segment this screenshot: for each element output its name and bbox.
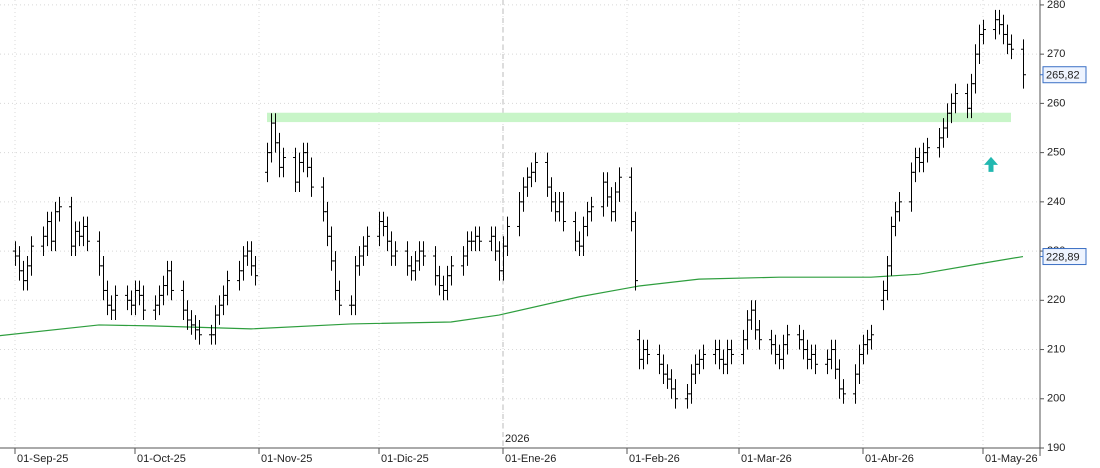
y-tick-label: 250 <box>1047 147 1065 159</box>
x-tick-label: 01-Sep-25 <box>17 453 68 465</box>
y-tick-label: 270 <box>1047 48 1065 60</box>
y-tick-label: 260 <box>1047 97 1065 109</box>
y-tick-label: 190 <box>1047 442 1065 454</box>
x-tick-label: 01-Nov-25 <box>261 453 312 465</box>
signal-arrow <box>984 156 998 172</box>
y-tick-label: 240 <box>1047 196 1065 208</box>
year-label: 2026 <box>505 433 529 445</box>
moving-average-line <box>0 255 1024 337</box>
x-tick-label: 01-Dic-25 <box>381 453 429 465</box>
y-tick-label: 200 <box>1047 393 1065 405</box>
resistance-zone <box>267 112 1011 123</box>
y-axis: 190200210220230240250260270280 <box>1040 0 1065 454</box>
ma-value-label-box <box>1042 248 1087 266</box>
plot-area <box>0 0 1026 448</box>
x-tick-label: 01-May-26 <box>985 453 1038 465</box>
y-tick-label: 210 <box>1047 343 1065 355</box>
y-tick-label: 220 <box>1047 294 1065 306</box>
last-price-label: 265,82 <box>1046 70 1080 82</box>
x-axis: 01-Sep-25 01-Oct-25 01-Nov-25 01-Dic-25 01-E… <box>14 448 1038 465</box>
x-tick-label: 01-Oct-25 <box>137 453 186 465</box>
x-tick-label: 01-Feb-26 <box>629 453 680 465</box>
last-price-label-box <box>1042 66 1087 84</box>
y-tick-label: 280 <box>1047 0 1065 11</box>
x-tick-label: 01-Ene-26 <box>505 453 556 465</box>
x-tick-label: 01-Mar-26 <box>741 453 792 465</box>
x-tick-label: 01-Abr-26 <box>865 453 914 465</box>
grid <box>0 0 1040 448</box>
ma-value-label: 228,89 <box>1046 251 1080 263</box>
